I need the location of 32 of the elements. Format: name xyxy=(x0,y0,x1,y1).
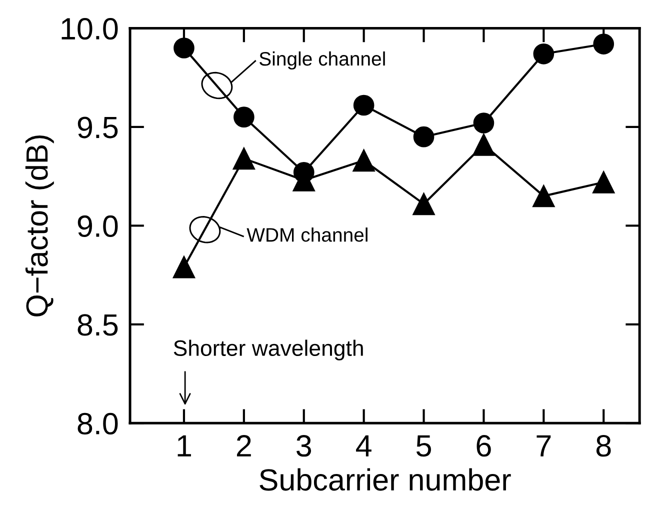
x-tick-label: 2 xyxy=(236,435,251,456)
x-tick-label: 1 xyxy=(178,435,191,456)
y-tick-label: 10.0 xyxy=(62,18,118,40)
point xyxy=(532,184,555,208)
point xyxy=(472,134,495,156)
point xyxy=(174,38,194,58)
x-tick-label: 4 xyxy=(356,435,372,456)
y-tick-label: 9.5 xyxy=(78,116,118,138)
point xyxy=(352,149,375,172)
point xyxy=(234,106,254,128)
point xyxy=(413,126,434,148)
x-tick-label: 3 xyxy=(296,435,312,457)
y-tick-label: 8.0 xyxy=(78,412,118,434)
point xyxy=(592,171,615,194)
point xyxy=(593,34,614,54)
point xyxy=(232,147,256,170)
point xyxy=(533,43,554,64)
point xyxy=(412,192,435,216)
x-tick-label: 5 xyxy=(416,435,431,457)
annotation: Shorter wavelength xyxy=(174,340,363,360)
x-axis-title: Subcarrier number xyxy=(260,468,511,491)
point xyxy=(473,112,494,134)
x-tick-label: 7 xyxy=(536,435,551,456)
y-tick-label: 9.0 xyxy=(78,215,118,238)
annotation: WDM channel xyxy=(246,228,368,242)
y-tick-label: 8.5 xyxy=(78,314,118,336)
point xyxy=(353,94,374,116)
x-tick-label: 6 xyxy=(476,435,491,457)
annotation: Single channel xyxy=(260,51,385,70)
y-axis-title: Q−factor (dB) xyxy=(25,135,54,316)
point xyxy=(172,256,196,278)
x-tick-label: 8 xyxy=(596,435,611,457)
